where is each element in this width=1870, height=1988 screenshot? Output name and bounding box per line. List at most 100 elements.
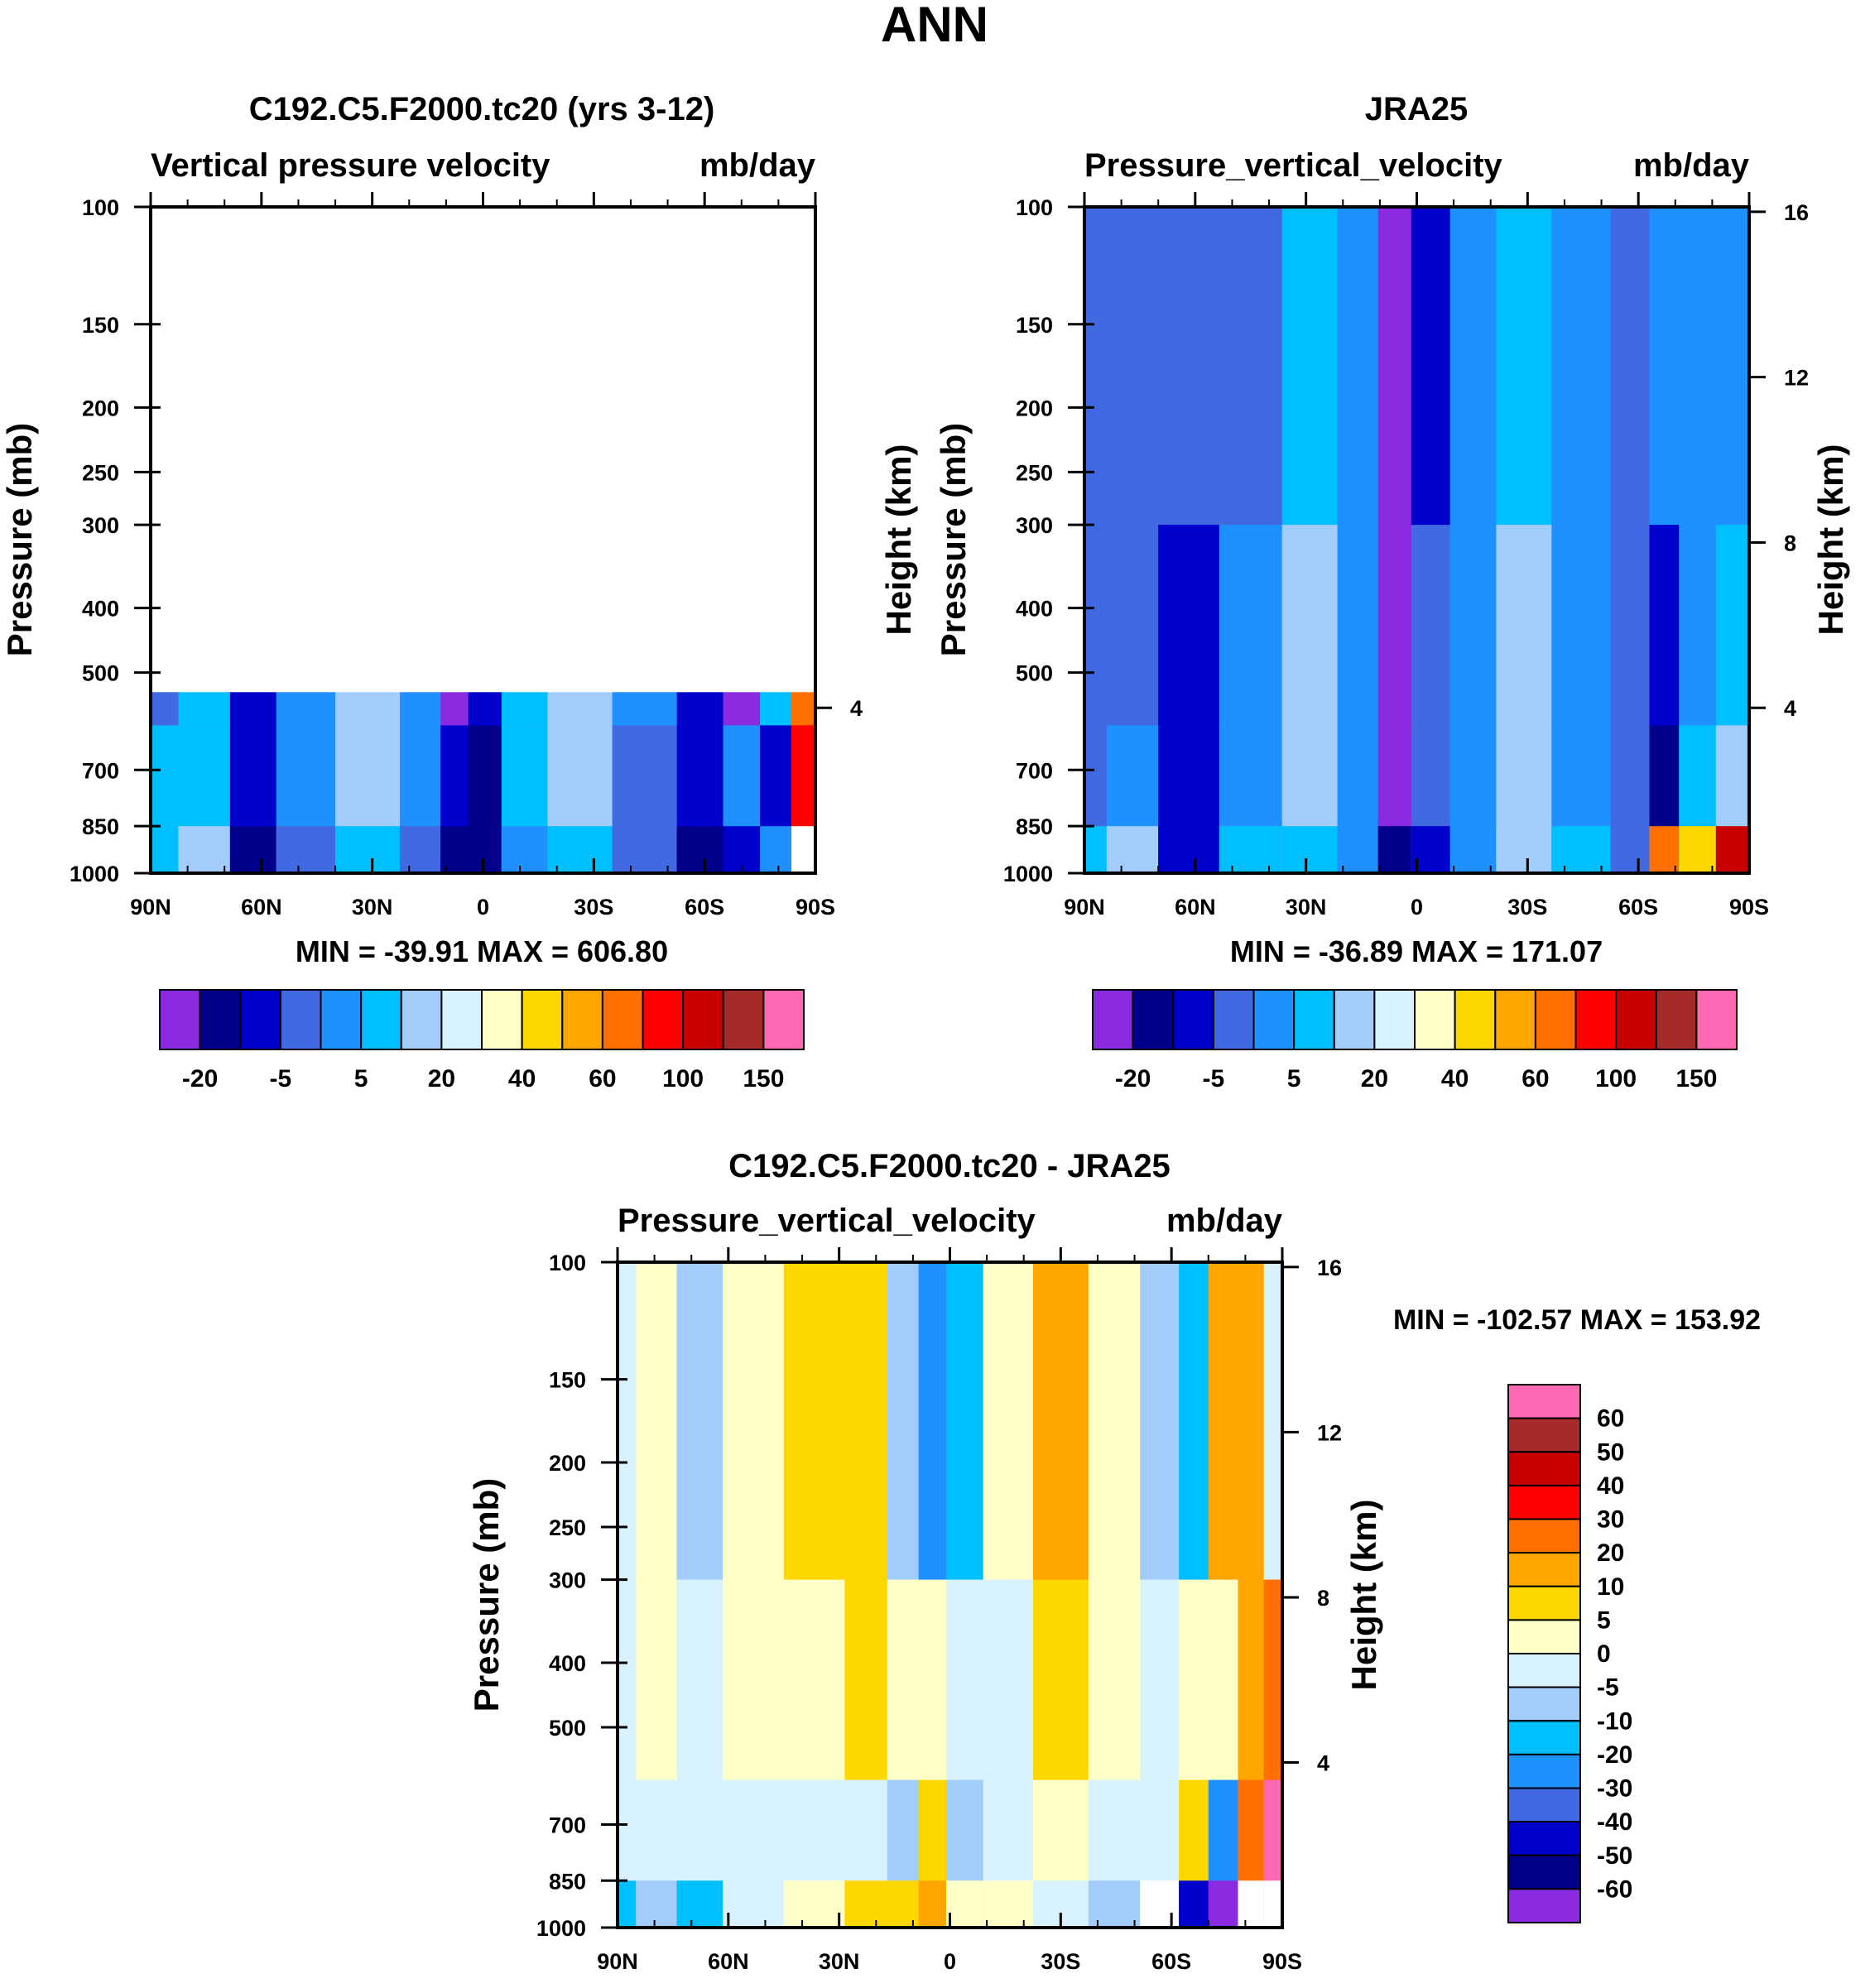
diff-band-7-surface	[918, 1880, 947, 1928]
model-band-4-surface	[335, 826, 401, 873]
model-ytick-label-3: 250	[82, 460, 119, 485]
diff-y2tick-label-2: 8	[1317, 1586, 1329, 1611]
diff-band-11-layer-1	[1088, 1579, 1142, 1781]
model-colorbar-box-13	[682, 989, 724, 1050]
diff-colorbar-box-2	[1507, 1451, 1581, 1486]
obs-xtick-label-3: 0	[1411, 895, 1423, 920]
diff-y2tick-label-0: 16	[1317, 1256, 1342, 1280]
model-band-13-surface	[760, 826, 792, 873]
diff-band-3-layer-1	[723, 1579, 785, 1781]
diff-band-4-layer-1	[783, 1579, 846, 1781]
diff-band-3-surface	[723, 1880, 785, 1928]
model-colorbar-box-10	[561, 989, 603, 1050]
obs-band-10-surface	[1551, 826, 1612, 873]
model-missing-region	[151, 207, 815, 693]
obs-colorbar-label-4: 40	[1441, 1065, 1469, 1092]
obs-contour-fill	[1084, 207, 1749, 873]
page-title: ANN	[881, 0, 988, 52]
model-colorbar-box-2	[239, 989, 281, 1050]
model-xtick-label-3: 0	[477, 895, 489, 920]
obs-colorbar-label-0: -20	[1115, 1065, 1151, 1092]
model-xtick-label-1: 60N	[241, 895, 282, 920]
obs-band-4-layer-0	[1281, 207, 1339, 526]
diff-band-6-layer-1	[887, 1579, 920, 1781]
model-contour-fill	[151, 207, 815, 873]
diff-colorbar-label-8: -5	[1597, 1674, 1619, 1702]
diff-band-9-layer-0	[983, 1262, 1034, 1581]
diff-band-12-layer-1	[1140, 1579, 1180, 1781]
diff-xtick-label-3: 0	[944, 1949, 956, 1974]
diff-band-11-surface	[1088, 1880, 1142, 1928]
model-colorbar-label-4: 40	[508, 1065, 536, 1092]
diff-colorbar-label-13: -50	[1597, 1842, 1632, 1870]
obs-colorbar-label-6: 100	[1595, 1065, 1637, 1092]
diff-band-0-surface	[618, 1880, 637, 1928]
obs-colorbar-box-7	[1373, 989, 1416, 1050]
diff-ytick-label-1: 150	[549, 1368, 586, 1393]
diff-ylabel: Pressure (mb)	[467, 1478, 506, 1712]
diff-colorbar-label-2: 40	[1597, 1472, 1624, 1500]
obs-colorbar-label-7: 150	[1675, 1065, 1717, 1092]
obs-band-13-layer-1	[1679, 525, 1717, 727]
model-colorbar-box-11	[601, 989, 644, 1050]
diff-colorbar-label-14: -60	[1597, 1875, 1632, 1903]
obs-band-14-layer-1	[1715, 525, 1749, 727]
model-colorbar-box-0	[159, 989, 201, 1050]
panel-diff: C192.C5.F2000.tc20 - JRA25 Pressure_vert…	[467, 1148, 1761, 1974]
diff-band-3-layer-0	[723, 1262, 785, 1581]
diff-band-9-layer-1	[983, 1579, 1034, 1781]
model-xtick-label-5: 60S	[685, 895, 724, 920]
diff-colorbar-box-1	[1507, 1417, 1581, 1453]
model-xtick-label-2: 30N	[352, 895, 393, 920]
diff-contour-fill	[618, 1262, 1282, 1928]
diff-band-1-layer-1	[636, 1579, 678, 1781]
model-band-2-surface	[229, 826, 277, 873]
obs-band-8-layer-0	[1449, 207, 1497, 526]
obs-left-label: Pressure_vertical_velocity	[1084, 147, 1503, 184]
model-y2tick-label-0: 4	[850, 696, 863, 721]
diff-y2-axis: 16 12 8 4	[1282, 1256, 1342, 1775]
diff-band-14-layer-1	[1208, 1579, 1239, 1781]
diff-band-8-layer-1	[946, 1579, 984, 1781]
model-band-14-surface	[791, 826, 815, 873]
model-band-12-surface	[723, 826, 761, 873]
obs-band-4-surface	[1281, 826, 1339, 873]
diff-colorbar-box-14	[1507, 1854, 1581, 1890]
obs-band-10-layer-0	[1551, 207, 1612, 526]
diff-colorbar-label-11: -30	[1597, 1775, 1632, 1803]
diff-colorbar-box-4	[1507, 1518, 1581, 1554]
model-xtick-label-4: 30S	[574, 895, 613, 920]
model-y-axis: 100 150 200 250 300 400 500 700 850 1000	[70, 195, 161, 886]
diff-xtick-label-4: 30S	[1041, 1949, 1080, 1974]
diff-band-6-layer-0	[887, 1262, 920, 1581]
diff-colorbar-label-6: 5	[1597, 1606, 1611, 1634]
obs-ytick-label-7: 700	[1016, 758, 1053, 783]
model-ytick-label-2: 200	[82, 396, 119, 420]
obs-band-0-surface	[1084, 826, 1108, 873]
obs-colorbar-box-11	[1534, 989, 1577, 1050]
obs-band-2-layer-0	[1158, 207, 1220, 526]
model-band-5-surface	[400, 826, 441, 873]
panel-obs: JRA25 Pressure_vertical_velocity mb/day …	[934, 91, 1850, 1092]
diff-units: mb/day	[1166, 1203, 1283, 1239]
obs-min-max: MIN = -36.89 MAX = 171.07	[1230, 934, 1603, 968]
diff-ytick-label-8: 850	[549, 1869, 586, 1894]
obs-band-9-surface	[1496, 826, 1553, 873]
obs-ytick-label-3: 250	[1016, 460, 1053, 485]
model-colorbar-box-9	[521, 989, 564, 1050]
obs-colorbar-box-14	[1655, 989, 1698, 1050]
obs-band-9-layer-0	[1496, 207, 1553, 526]
model-left-label: Vertical pressure velocity	[151, 147, 550, 184]
diff-colorbar-box-3	[1507, 1484, 1581, 1520]
obs-band-6-layer-0	[1377, 207, 1412, 526]
diff-band-1-layer-0	[636, 1262, 678, 1581]
obs-band-2-layer-1	[1158, 525, 1220, 727]
model-colorbar-box-8	[481, 989, 523, 1050]
diff-band-5-surface	[844, 1880, 888, 1928]
obs-band-3-layer-1	[1219, 525, 1283, 727]
diff-colorbar-box-13	[1507, 1821, 1581, 1856]
diff-x-axis: 90N 60N 30N 0 30S 60S 90S	[597, 1247, 1302, 1974]
model-colorbar-label-0: -20	[182, 1065, 218, 1092]
model-band-8-surface	[501, 826, 549, 873]
model-colorbar-box-1	[199, 989, 242, 1050]
